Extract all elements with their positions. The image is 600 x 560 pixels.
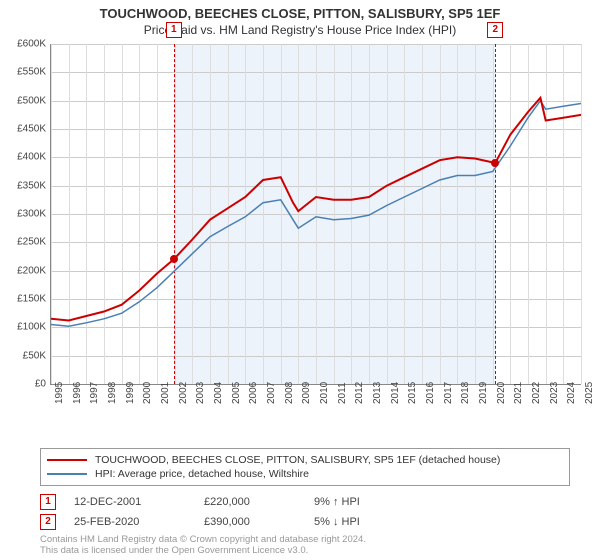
y-axis-label: £0 [0,379,46,390]
x-axis-label: 2009 [301,382,312,404]
x-axis-label: 2011 [337,382,348,404]
sales-row: 1 12-DEC-2001£220,0009% ↑ HPI [40,492,414,512]
sales-delta: 9% ↑ HPI [314,496,414,508]
x-axis-label: 1999 [125,382,136,404]
x-axis-label: 2007 [266,382,277,404]
y-axis-label: £400K [0,152,46,163]
x-axis-label: 1996 [72,382,83,404]
x-axis-label: 2023 [549,382,560,404]
series-line [51,98,581,321]
sales-price: £220,000 [204,496,314,508]
sales-date: 12-DEC-2001 [74,496,204,508]
y-axis-label: £450K [0,124,46,135]
sale-point [491,159,499,167]
sales-delta: 5% ↓ HPI [314,516,414,528]
sale-point [170,255,178,263]
legend-label: HPI: Average price, detached house, Wilt… [95,468,309,480]
plot-region: £0£50K£100K£150K£200K£250K£300K£350K£400… [50,44,581,385]
chart-title: TOUCHWOOD, BEECHES CLOSE, PITTON, SALISB… [0,0,600,21]
line-series [51,44,581,384]
chart-area: £0£50K£100K£150K£200K£250K£300K£350K£400… [50,44,580,414]
y-axis-label: £100K [0,322,46,333]
x-axis-label: 2017 [443,382,454,404]
sales-date: 25-FEB-2020 [74,516,204,528]
sales-table: 1 12-DEC-2001£220,0009% ↑ HPI 2 25-FEB-2020… [40,492,414,532]
x-axis-label: 2003 [195,382,206,404]
x-axis-label: 2025 [584,382,595,404]
x-axis-label: 2019 [478,382,489,404]
x-axis-label: 2002 [178,382,189,404]
x-axis-label: 1998 [107,382,118,404]
y-axis-label: £200K [0,265,46,276]
x-axis-label: 1995 [54,382,65,404]
x-axis-label: 2021 [513,382,524,404]
sales-marker: 2 [40,514,56,530]
chart-subtitle: Price paid vs. HM Land Registry's House … [0,21,600,41]
sales-marker: 1 [40,494,56,510]
legend-label: TOUCHWOOD, BEECHES CLOSE, PITTON, SALISB… [95,454,500,466]
x-axis-label: 2008 [284,382,295,404]
y-axis-label: £250K [0,237,46,248]
footer-line2: This data is licensed under the Open Gov… [40,545,366,556]
x-axis-label: 2006 [248,382,259,404]
x-axis-label: 2013 [372,382,383,404]
x-axis-label: 2001 [160,382,171,404]
sales-row: 2 25-FEB-2020£390,0005% ↓ HPI [40,512,414,532]
legend-row: TOUCHWOOD, BEECHES CLOSE, PITTON, SALISB… [47,453,563,467]
x-axis-label: 2020 [496,382,507,404]
legend-swatch [47,459,87,461]
legend-swatch [47,473,87,475]
x-axis-label: 2012 [354,382,365,404]
sale-marker-box: 2 [487,22,503,38]
x-axis-label: 2016 [425,382,436,404]
x-axis-label: 2015 [407,382,418,404]
x-axis-label: 2014 [390,382,401,404]
y-axis-label: £150K [0,294,46,305]
x-axis-label: 2018 [460,382,471,404]
footer-line1: Contains HM Land Registry data © Crown c… [40,534,366,545]
gridline-v [581,44,582,384]
y-axis-label: £500K [0,95,46,106]
y-axis-label: £350K [0,180,46,191]
x-axis-label: 1997 [89,382,100,404]
footer-text: Contains HM Land Registry data © Crown c… [40,534,366,557]
y-axis-label: £300K [0,209,46,220]
x-axis-label: 2010 [319,382,330,404]
x-axis-label: 2000 [142,382,153,404]
series-line [51,101,581,327]
chart-container: TOUCHWOOD, BEECHES CLOSE, PITTON, SALISB… [0,0,600,560]
y-axis-label: £600K [0,39,46,50]
x-axis-label: 2024 [566,382,577,404]
y-axis-label: £50K [0,350,46,361]
legend-row: HPI: Average price, detached house, Wilt… [47,467,563,481]
x-axis-label: 2022 [531,382,542,404]
x-axis-label: 2004 [213,382,224,404]
y-axis-label: £550K [0,67,46,78]
sale-marker-box: 1 [166,22,182,38]
sales-price: £390,000 [204,516,314,528]
x-axis-label: 2005 [231,382,242,404]
legend-box: TOUCHWOOD, BEECHES CLOSE, PITTON, SALISB… [40,448,570,486]
